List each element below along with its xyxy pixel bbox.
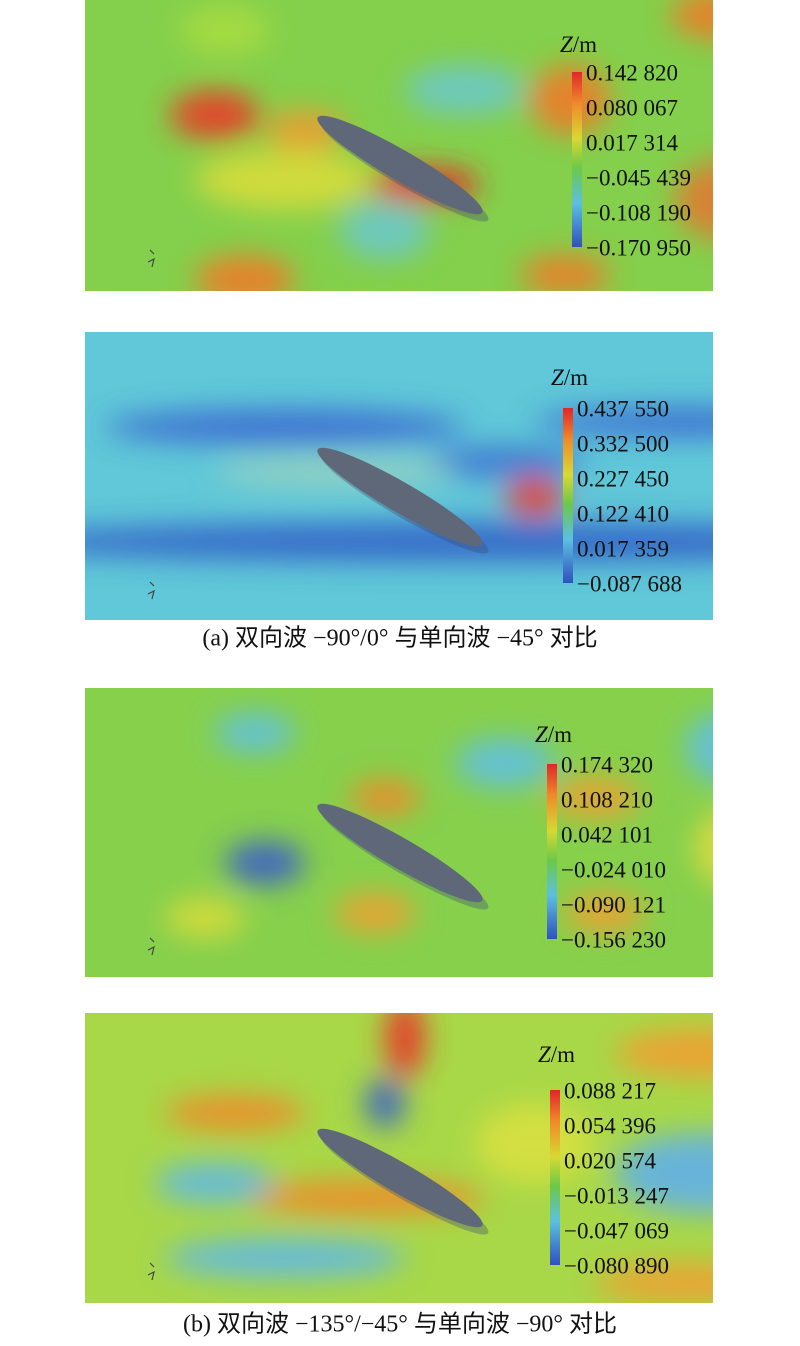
legend-symbol: Z [551,365,564,390]
wave-blob [195,150,375,210]
legend-title: Z/m [551,365,588,390]
wave-blob [535,407,713,437]
wave-blobs [170,0,713,291]
wave-blob [685,714,713,782]
wave-blob [695,814,713,882]
legend-label: 0.437 550 [577,396,669,421]
legend-label: −0.047 069 [564,1218,669,1243]
contour-field [85,0,713,291]
legend-unit: /m [573,32,597,57]
wave-blobs [165,713,713,938]
legend-label: 0.332 500 [577,431,669,456]
legend-label: 0.227 450 [577,466,669,491]
legend-label: 0.142 820 [586,60,678,85]
contour-field [85,1013,713,1303]
contour-field [85,332,713,620]
wave-blob [565,893,645,933]
wave-blob [520,255,610,291]
legend-title: Z/m [535,722,572,747]
wave-blob [350,780,420,816]
legend-unit: /m [551,1042,575,1067]
wave-blob [170,90,260,140]
wave-blobs [85,407,713,562]
panel: Z/m 0.088 217 0.054 396 0.020 574 −0.013 247… [85,1013,713,1303]
wave-blob [675,161,713,239]
ship-hull [317,115,483,215]
legend-label: −0.108 190 [586,200,691,225]
legend-label: −0.156 230 [561,927,666,952]
wave-blob [615,1028,713,1078]
wave-blob [165,1238,405,1278]
panel: Z/m 0.437 550 0.332 500 0.227 450 0.122 410 0… [85,332,713,620]
colorbar [547,764,557,939]
caption: (a) 双向波 −90°/0° 与单向波 −45° 对比 [202,625,597,652]
legend-label: 0.122 410 [577,501,669,526]
panel: Z/m 0.174 320 0.108 210 0.042 101 −0.024 010… [85,688,713,977]
legend-label: 0.174 320 [561,752,653,777]
wave-blob [155,1163,275,1203]
ship-hull [317,803,483,903]
legend-title: Z/m [538,1042,575,1067]
colorbar [550,1090,560,1265]
wave-blob [550,778,640,818]
legend-label: 0.020 574 [564,1148,657,1173]
legend-label: −0.170 950 [586,235,691,260]
wave-blob [385,1013,425,1078]
wave-blob [105,409,465,445]
contour-field [85,688,713,977]
axis-triad [147,937,155,956]
colorbar [563,408,573,583]
axis-triad [147,249,155,268]
wave-blob [530,65,610,135]
wave-blob [225,841,305,885]
legend-label: 0.017 314 [586,130,679,155]
wave-blob [180,5,270,55]
legend-label: −0.080 890 [564,1253,669,1278]
wave-blob [195,255,295,291]
legend-title: Z/m [560,32,597,57]
panel: Z/m 0.142 820 0.080 067 0.017 314 −0.045 439… [85,0,713,291]
wave-blob [425,447,585,477]
wave-blob [505,477,565,517]
legend-symbol: Z [535,722,548,747]
caption: (b) 双向波 −135°/−45° 与单向波 −90° 对比 [183,1311,617,1338]
legend-label: 0.080 067 [586,95,678,120]
wave-blob [335,893,415,933]
colorbar [572,72,582,247]
wave-blob [340,200,430,260]
wave-blob [405,65,525,115]
legend-label: 0.017 359 [577,536,669,561]
legend-label: −0.024 010 [561,857,666,882]
wave-blob [165,1095,305,1131]
legend-symbol: Z [538,1042,551,1067]
wave-blob [475,1103,595,1183]
wave-blob [670,0,713,40]
wave-blob [595,1263,713,1303]
wave-blob [215,713,295,753]
wave-blob [455,738,555,788]
ship-hull [317,1128,483,1228]
axis-triad [147,1262,155,1281]
axis-triad [147,581,155,600]
legend-label: 0.088 217 [564,1078,656,1103]
wave-blob [165,898,245,938]
legend-symbol: Z [560,32,573,57]
wave-blob [365,1078,405,1128]
legend-label: −0.045 439 [586,165,691,190]
legend-label: −0.013 247 [564,1183,669,1208]
legend-label: −0.090 121 [561,892,666,917]
ship-hull [317,447,483,547]
legend-label: 0.054 396 [564,1113,656,1138]
legend-unit: /m [564,365,588,390]
legend-label: −0.087 688 [577,571,682,596]
legend-unit: /m [548,722,572,747]
legend-label: 0.042 101 [561,822,653,847]
legend-label: 0.108 210 [561,787,653,812]
wave-blob [85,522,713,562]
wave-blob [615,1133,713,1213]
